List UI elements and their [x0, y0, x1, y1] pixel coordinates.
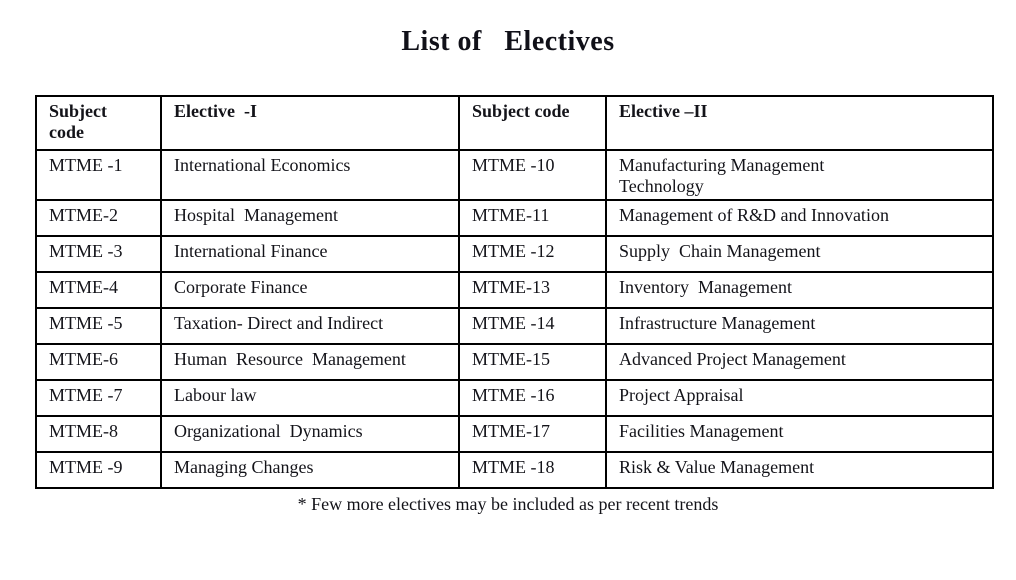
- subject-code-cell: MTME-15: [458, 343, 607, 382]
- table-row: MTME -9 Managing Changes MTME -18 Risk &…: [35, 451, 994, 490]
- elective-1-cell: Organizational Dynamics: [160, 415, 460, 454]
- elective-1-cell: Hospital Management: [160, 199, 460, 238]
- subject-code-cell: MTME -18: [458, 451, 607, 490]
- table-row: MTME-8 Organizational Dynamics MTME-17 F…: [35, 415, 994, 454]
- header-subject-code-right: Subject code: [458, 95, 607, 151]
- subject-code-cell: MTME-4: [35, 271, 162, 310]
- subject-code-cell: MTME -9: [35, 451, 162, 490]
- subject-code-cell: MTME-17: [458, 415, 607, 454]
- electives-table: Subject code Elective -I Subject code El…: [35, 95, 994, 490]
- header-subject-code-left: Subject code: [35, 95, 162, 151]
- table-row: MTME-6 Human Resource Management MTME-15…: [35, 343, 994, 382]
- subject-code-cell: MTME -16: [458, 379, 607, 418]
- header-elective-2: Elective –II: [605, 95, 994, 151]
- subject-code-cell: MTME-6: [35, 343, 162, 382]
- elective-2-cell: Supply Chain Management: [605, 235, 994, 274]
- elective-1-cell: International Finance: [160, 235, 460, 274]
- table-body: MTME -1 International Economics MTME -10…: [35, 148, 994, 490]
- subject-code-cell: MTME -3: [35, 235, 162, 274]
- elective-2-cell: Risk & Value Management: [605, 451, 994, 490]
- elective-2-cell: Manufacturing Management Technology: [605, 148, 994, 202]
- header-row: Subject code Elective -I Subject code El…: [35, 95, 994, 151]
- elective-1-cell: Labour law: [160, 379, 460, 418]
- elective-2-cell: Project Appraisal: [605, 379, 994, 418]
- elective-1-cell: Taxation- Direct and Indirect: [160, 307, 460, 346]
- elective-1-cell: Managing Changes: [160, 451, 460, 490]
- subject-code-cell: MTME -1: [35, 148, 162, 202]
- table-row: MTME-2 Hospital Management MTME-11 Manag…: [35, 199, 994, 238]
- elective-2-cell: Facilities Management: [605, 415, 994, 454]
- subject-code-cell: MTME -12: [458, 235, 607, 274]
- elective-2-cell: Inventory Management: [605, 271, 994, 310]
- table-row: MTME -7 Labour law MTME -16 Project Appr…: [35, 379, 994, 418]
- subject-code-cell: MTME-2: [35, 199, 162, 238]
- elective-1-cell: Human Resource Management: [160, 343, 460, 382]
- elective-2-cell: Management of R&D and Innovation: [605, 199, 994, 238]
- footnote: * Few more electives may be included as …: [297, 494, 719, 515]
- subject-code-cell: MTME -7: [35, 379, 162, 418]
- subject-code-cell: MTME-11: [458, 199, 607, 238]
- table-row: MTME -1 International Economics MTME -10…: [35, 148, 994, 202]
- elective-2-cell: Infrastructure Management: [605, 307, 994, 346]
- table-row: MTME-4 Corporate Finance MTME-13 Invento…: [35, 271, 994, 310]
- elective-2-cell: Advanced Project Management: [605, 343, 994, 382]
- elective-1-cell: Corporate Finance: [160, 271, 460, 310]
- header-elective-1: Elective -I: [160, 95, 460, 151]
- subject-code-cell: MTME -14: [458, 307, 607, 346]
- elective-1-cell: International Economics: [160, 148, 460, 202]
- subject-code-cell: MTME-8: [35, 415, 162, 454]
- document-page: List of Electives Subject code Elective …: [0, 26, 1016, 580]
- subject-code-cell: MTME -10: [458, 148, 607, 202]
- table-row: MTME -5 Taxation- Direct and Indirect MT…: [35, 307, 994, 346]
- subject-code-cell: MTME-13: [458, 271, 607, 310]
- page-title: List of Electives: [401, 26, 615, 57]
- table-row: MTME -3 International Finance MTME -12 S…: [35, 235, 994, 274]
- table-header: Subject code Elective -I Subject code El…: [35, 95, 994, 151]
- subject-code-cell: MTME -5: [35, 307, 162, 346]
